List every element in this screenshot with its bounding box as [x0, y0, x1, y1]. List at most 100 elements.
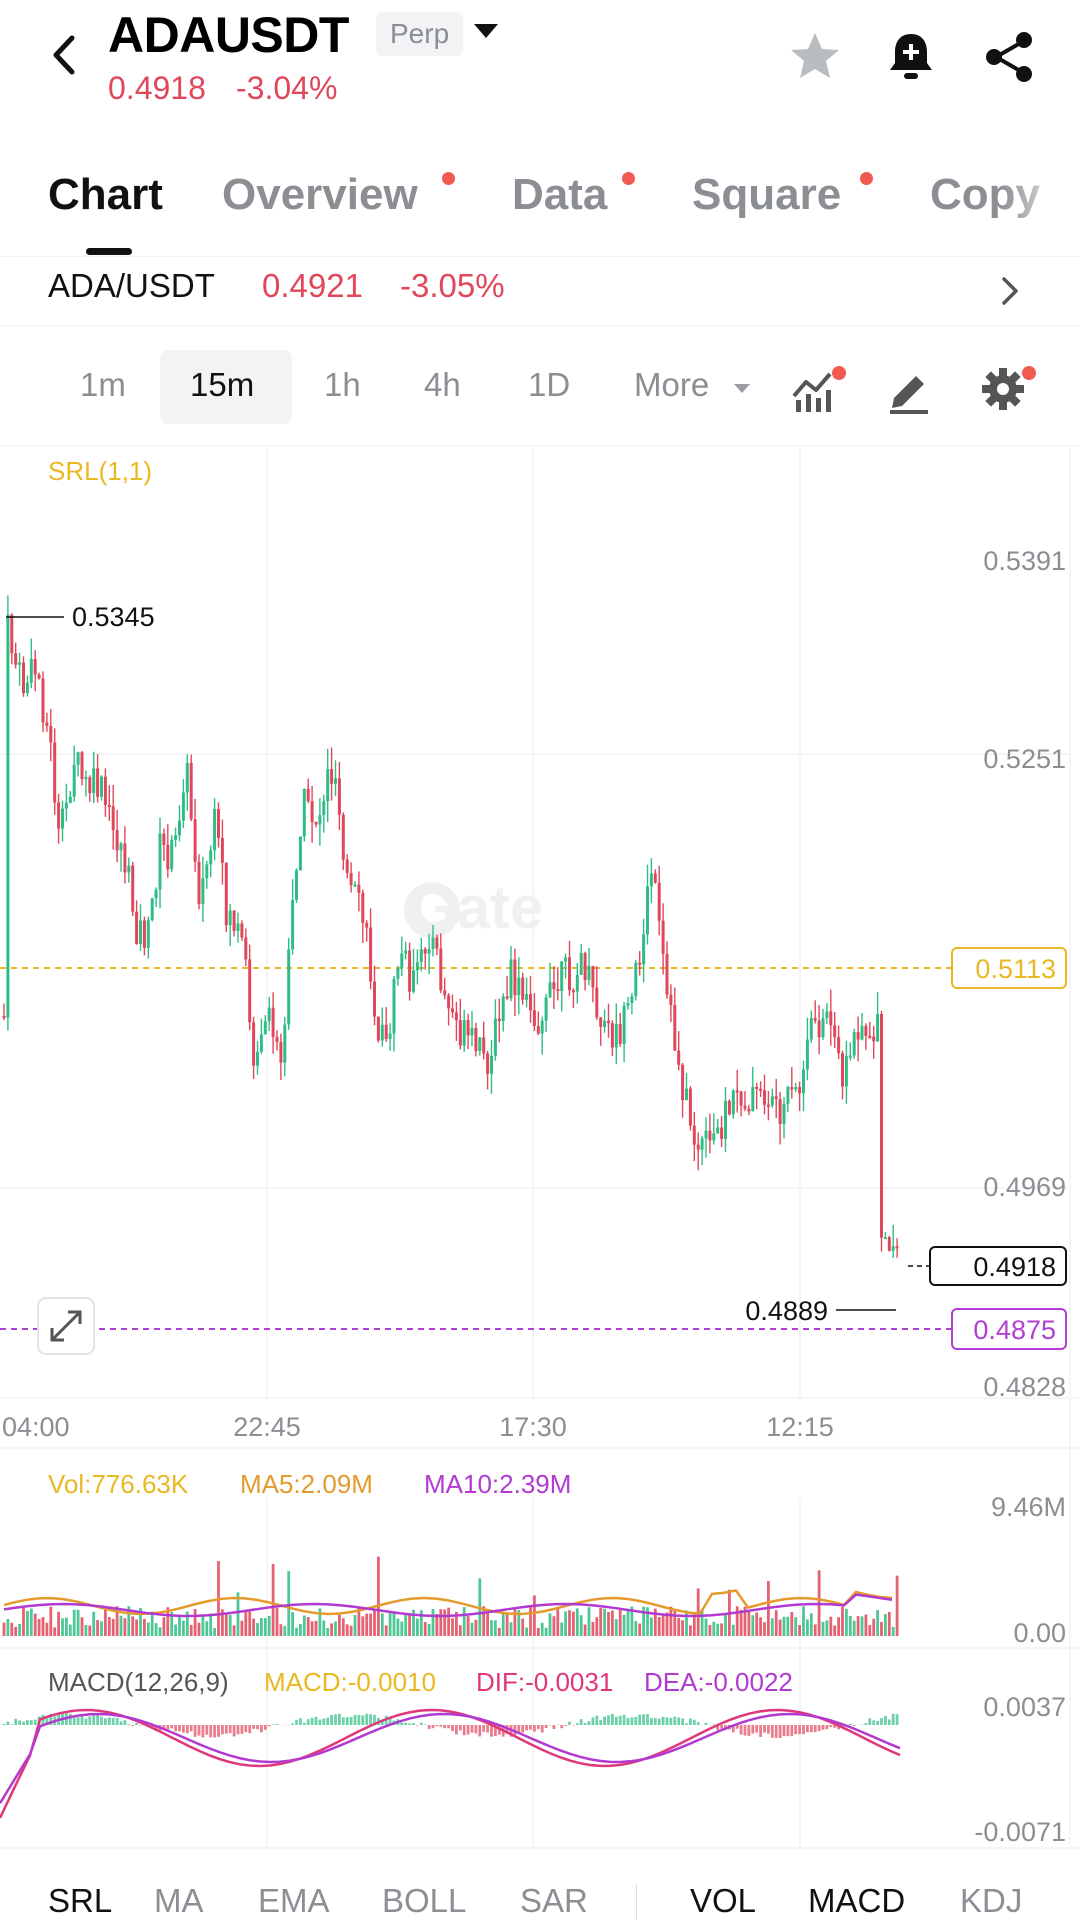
volume-bar [650, 1617, 653, 1636]
macd-histogram-bar [388, 1716, 392, 1725]
low-marker: 0.4889 [745, 1296, 828, 1326]
macd-histogram-bar [345, 1717, 349, 1725]
candle-body [162, 833, 166, 845]
candle-body [770, 1096, 774, 1106]
more-intervals-dropdown[interactable]: More [634, 366, 710, 403]
candle-body [751, 1086, 755, 1112]
macd-histogram-bar [213, 1725, 216, 1738]
candle-body [727, 1101, 731, 1115]
macd-histogram-bar [412, 1723, 415, 1725]
fullscreen-expand-button[interactable] [37, 1297, 95, 1355]
symbol-dropdown-icon[interactable] [474, 24, 498, 38]
volume-bar [213, 1627, 216, 1636]
macd-histogram-bar [341, 1717, 345, 1725]
macd-histogram-bar [439, 1725, 443, 1727]
indicator-ma[interactable]: MA [154, 1882, 204, 1919]
macd-histogram-bar [891, 1713, 895, 1725]
price-alert-bell-icon[interactable] [882, 28, 940, 86]
indicators-icon[interactable] [790, 364, 840, 414]
volume-bar [505, 1614, 509, 1636]
candle-body [794, 1087, 798, 1090]
interval-4h[interactable]: 4h [424, 366, 461, 403]
volume-bar [123, 1618, 127, 1636]
contract-type-badge[interactable]: Perp [376, 12, 464, 56]
macd-histogram-bar [817, 1725, 821, 1732]
indicator-boll[interactable]: BOLL [382, 1882, 467, 1919]
tab-chart[interactable]: Chart [48, 170, 163, 219]
macd-dea-line [0, 1712, 901, 1804]
spot-change: -3.05% [400, 267, 505, 304]
volume-bar [568, 1610, 571, 1636]
macd-histogram-bar [470, 1725, 474, 1733]
candle-body [661, 920, 665, 954]
macd-histogram-bar [193, 1725, 197, 1737]
volume-bar [72, 1609, 76, 1636]
candle-body [256, 1051, 259, 1066]
candle-body [10, 614, 14, 654]
drawing-pencil-icon[interactable] [884, 364, 934, 414]
chevron-right-icon[interactable] [996, 271, 1024, 311]
indicator-ema[interactable]: EMA [258, 1882, 330, 1919]
macd-histogram-bar [123, 1720, 127, 1725]
volume-bar [837, 1617, 840, 1636]
indicator-macd[interactable]: MACD [808, 1882, 906, 1919]
volume-bar [65, 1617, 68, 1636]
volume-bar [318, 1608, 322, 1636]
candle-body [357, 884, 361, 893]
volume-bar [267, 1615, 271, 1636]
indicator-srl[interactable]: SRL [48, 1882, 113, 1919]
volume-bar [37, 1618, 41, 1636]
candle-body [493, 1018, 497, 1056]
volume-ma10-line [3, 1593, 893, 1618]
settings-gear-icon[interactable] [978, 364, 1028, 414]
indicator-kdj[interactable]: KDJ [960, 1882, 1023, 1919]
volume-bar [455, 1611, 458, 1636]
macd-histogram-bar [76, 1717, 80, 1725]
volume-bar [57, 1611, 60, 1636]
macd-histogram-bar [755, 1725, 759, 1733]
candle-body [552, 982, 556, 990]
interval-1h[interactable]: 1h [324, 366, 361, 403]
volume-bar [607, 1611, 610, 1636]
candle-body [267, 1007, 271, 1022]
macd-histogram-bar [201, 1725, 205, 1738]
symbol-title[interactable]: ADAUSDT [108, 7, 349, 63]
tab-overview[interactable]: Overview [222, 170, 418, 219]
spot-price-row[interactable]: ADA/USDT 0.4921 -3.05% [0, 256, 1080, 326]
macd-histogram-bar [650, 1718, 653, 1725]
interval-1d[interactable]: 1D [528, 366, 571, 403]
volume-bar [377, 1556, 380, 1636]
tab-square[interactable]: Square [692, 170, 842, 219]
macd-histogram-bar [14, 1718, 18, 1725]
indicator-sar[interactable]: SAR [520, 1882, 588, 1919]
candle-body [61, 808, 64, 829]
candle-body [337, 778, 341, 815]
macd-histogram-bar [404, 1722, 408, 1725]
tab-data[interactable]: Data [512, 170, 608, 219]
back-arrow-icon[interactable] [44, 28, 88, 82]
volume-bar [322, 1620, 326, 1636]
macd-histogram-bar [790, 1725, 794, 1737]
volume-bar [731, 1624, 735, 1636]
chart-area[interactable]: Gate SRL(1,1) 0.5391 0.5251 0.4969 0.482… [0, 448, 1080, 1868]
volume-bar [802, 1606, 805, 1636]
volume-bar [560, 1622, 564, 1636]
macd-histogram-bar [310, 1717, 314, 1725]
volume-bar [872, 1618, 876, 1636]
more-caret-icon [734, 384, 750, 393]
volume-bar [661, 1613, 665, 1636]
macd-histogram-bar [45, 1718, 49, 1725]
candle-body [646, 886, 649, 935]
interval-15m[interactable]: 15m [190, 366, 255, 403]
candle-body [704, 1130, 708, 1139]
candle-body [821, 1018, 825, 1038]
indicator-vol[interactable]: VOL [690, 1882, 757, 1919]
share-icon[interactable] [980, 28, 1038, 86]
interval-1m[interactable]: 1m [80, 366, 126, 403]
macd-histogram-bar [657, 1718, 661, 1725]
srl-upper-tag [951, 947, 1067, 989]
favorite-star-icon[interactable] [786, 28, 844, 86]
volume-bar [685, 1610, 688, 1636]
candlestick-chart[interactable]: Gate SRL(1,1) 0.5391 0.5251 0.4969 0.482… [0, 448, 1080, 1868]
candle-body [135, 911, 139, 945]
